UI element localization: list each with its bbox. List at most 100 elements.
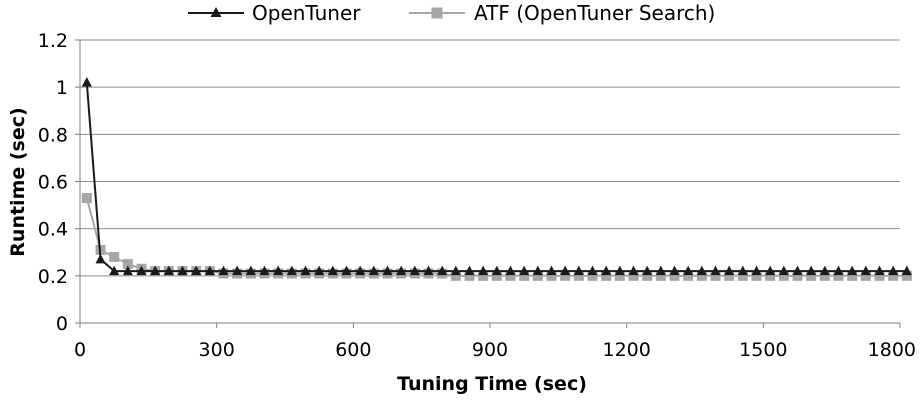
point-atf-58 <box>874 270 885 281</box>
point-opentuner-17 <box>314 265 325 276</box>
point-opentuner-40 <box>628 265 639 276</box>
point-atf-31 <box>505 270 516 281</box>
point-opentuner-4 <box>136 265 147 276</box>
point-opentuner-45 <box>696 265 707 276</box>
point-opentuner-57 <box>860 265 871 276</box>
point-atf-2 <box>109 251 120 262</box>
point-opentuner-59 <box>888 265 899 276</box>
point-opentuner-36 <box>573 265 584 276</box>
point-opentuner-2 <box>109 265 120 276</box>
point-opentuner-28 <box>464 265 475 276</box>
x-tick-label-6: 1800 <box>868 339 916 361</box>
point-opentuner-58 <box>874 265 885 276</box>
point-atf-3 <box>122 259 133 270</box>
point-opentuner-6 <box>163 265 174 276</box>
x-tick-label-4: 1200 <box>602 339 650 361</box>
point-opentuner-14 <box>273 265 284 276</box>
point-atf-56 <box>847 270 858 281</box>
y-axis-title: Runtime (sec) <box>7 107 29 256</box>
point-atf-33 <box>532 270 543 281</box>
point-atf-47 <box>724 270 735 281</box>
point-opentuner-46 <box>710 265 721 276</box>
point-opentuner-11 <box>232 265 243 276</box>
point-atf-40 <box>628 270 639 281</box>
point-atf-60 <box>901 270 912 281</box>
point-atf-39 <box>614 270 625 281</box>
point-atf-54 <box>819 270 830 281</box>
point-opentuner-32 <box>519 265 530 276</box>
point-opentuner-18 <box>327 265 338 276</box>
point-opentuner-42 <box>655 265 666 276</box>
point-atf-55 <box>833 270 844 281</box>
series-group <box>81 76 912 281</box>
point-atf-50 <box>765 270 776 281</box>
point-opentuner-30 <box>491 265 502 276</box>
point-opentuner-19 <box>341 265 352 276</box>
point-atf-49 <box>751 270 762 281</box>
y-tick-label-6: 1.2 <box>38 30 68 52</box>
point-atf-30 <box>491 270 502 281</box>
point-opentuner-21 <box>368 265 379 276</box>
y-tick-label-2: 0.4 <box>38 219 68 241</box>
point-atf-51 <box>778 270 789 281</box>
point-atf-38 <box>601 270 612 281</box>
series-line-atf <box>85 197 907 277</box>
point-opentuner-41 <box>642 265 653 276</box>
point-atf-34 <box>546 270 557 281</box>
point-opentuner-10 <box>218 265 229 276</box>
point-opentuner-53 <box>806 265 817 276</box>
point-opentuner-29 <box>478 265 489 276</box>
point-opentuner-47 <box>724 265 735 276</box>
point-atf-57 <box>860 270 871 281</box>
point-atf-32 <box>519 270 530 281</box>
point-opentuner-43 <box>669 265 680 276</box>
point-opentuner-44 <box>683 265 694 276</box>
point-opentuner-9 <box>204 265 215 276</box>
axes <box>75 39 901 328</box>
point-atf-28 <box>464 270 475 281</box>
x-tick-label-2: 600 <box>335 339 371 361</box>
point-opentuner-3 <box>122 265 133 276</box>
point-opentuner-8 <box>191 265 202 276</box>
x-axis-title: Tuning Time (sec) <box>397 373 587 395</box>
point-opentuner-16 <box>300 265 311 276</box>
point-opentuner-5 <box>150 265 161 276</box>
legend-item-opentuner: OpenTuner <box>188 1 361 25</box>
point-opentuner-31 <box>505 265 516 276</box>
x-tick-label-1: 300 <box>199 339 235 361</box>
point-opentuner-54 <box>819 265 830 276</box>
point-opentuner-50 <box>765 265 776 276</box>
legend-marker-opentuner <box>210 7 222 17</box>
series-line-opentuner <box>85 82 907 273</box>
y-tick-label-0: 0 <box>56 313 68 335</box>
point-atf-35 <box>560 270 571 281</box>
point-atf-53 <box>806 270 817 281</box>
point-opentuner-52 <box>792 265 803 276</box>
point-opentuner-1 <box>95 253 106 264</box>
y-tick-label-1: 0.2 <box>38 266 68 288</box>
x-tick-label-5: 1500 <box>739 339 787 361</box>
point-atf-59 <box>888 270 899 281</box>
point-opentuner-27 <box>450 265 461 276</box>
point-atf-52 <box>792 270 803 281</box>
point-atf-48 <box>737 270 748 281</box>
point-atf-42 <box>655 270 666 281</box>
point-atf-45 <box>696 270 707 281</box>
point-opentuner-35 <box>560 265 571 276</box>
series-opentuner <box>81 76 912 276</box>
legend-label-atf: ATF (OpenTuner Search) <box>474 1 715 25</box>
point-opentuner-26 <box>437 265 448 276</box>
point-opentuner-33 <box>532 265 543 276</box>
x-tick-label-3: 900 <box>472 339 508 361</box>
point-opentuner-20 <box>355 265 366 276</box>
point-atf-43 <box>669 270 680 281</box>
point-opentuner-49 <box>751 265 762 276</box>
point-opentuner-25 <box>423 265 434 276</box>
x-tick-label-0: 0 <box>74 339 86 361</box>
point-opentuner-37 <box>587 265 598 276</box>
point-atf-29 <box>478 270 489 281</box>
y-tick-label-4: 0.8 <box>38 124 68 146</box>
point-opentuner-0 <box>81 76 92 87</box>
legend-marker-atf <box>431 7 443 19</box>
